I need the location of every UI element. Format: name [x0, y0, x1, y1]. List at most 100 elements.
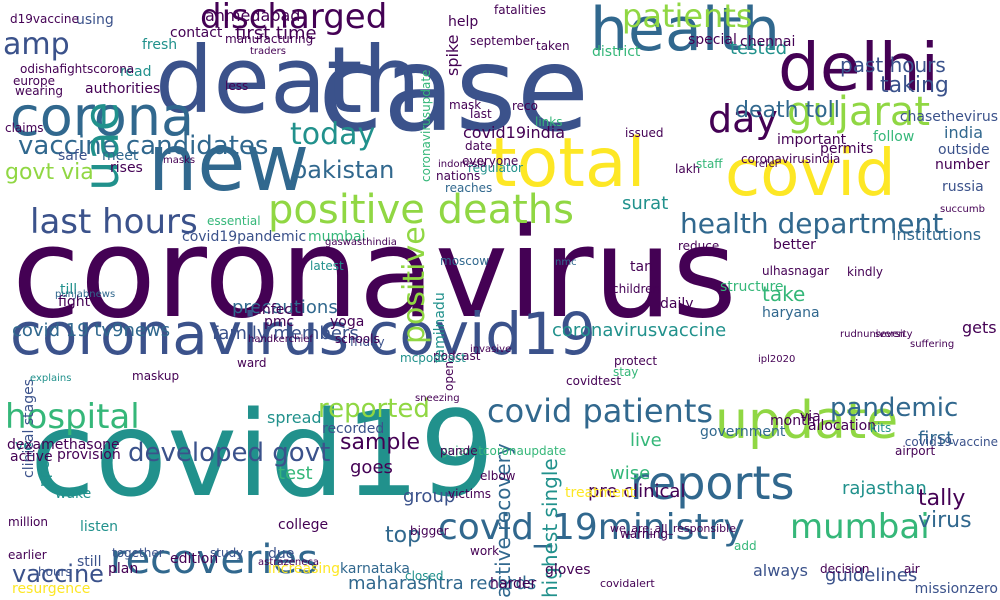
word-141: last: [470, 107, 492, 121]
word-67: government: [700, 424, 786, 440]
word-142: work: [470, 544, 500, 558]
word-203: ipl2020: [758, 354, 796, 365]
word-43: guidelines: [825, 565, 918, 586]
word-105: contact: [170, 25, 223, 41]
word-57: pre clinical: [588, 481, 686, 502]
word-44: tally: [918, 486, 966, 511]
word-51: coronavirusvaccine: [552, 320, 727, 341]
word-14: last hours: [30, 202, 198, 242]
word-180: links: [535, 115, 563, 129]
word-73: permits: [820, 141, 874, 157]
word-172: traders: [250, 46, 286, 57]
word-76: fresh: [142, 37, 178, 53]
word-169: together: [112, 546, 164, 560]
word-71: russia: [942, 179, 984, 195]
word-201: handkerchief: [248, 334, 313, 345]
word-6: covid: [725, 137, 896, 211]
word-15: recoveries: [110, 537, 318, 583]
word-55: active recovery: [491, 443, 515, 598]
word-177: claims: [5, 121, 44, 135]
word-137: important: [777, 132, 847, 148]
word-108: haryana: [762, 305, 820, 321]
word-150: issued: [625, 126, 664, 140]
word-185: reduce: [678, 239, 720, 253]
word-176: europe: [13, 74, 55, 88]
word-190: punjabnews: [55, 289, 116, 300]
word-79: meet: [102, 148, 139, 164]
word-155: we_are_all_responsible: [610, 522, 736, 535]
word-82: pmc: [264, 314, 295, 330]
word-26: health department: [680, 207, 944, 240]
word-192: airport: [895, 444, 936, 458]
word-175: wearing: [15, 84, 64, 98]
word-144: explains: [30, 373, 72, 384]
word-113: nations: [436, 169, 481, 183]
word-158: increasing: [268, 561, 341, 577]
word-129: mumbai: [308, 229, 366, 245]
word-3: death: [155, 27, 421, 134]
word-204: masks: [163, 155, 196, 166]
word-151: pande: [440, 444, 478, 458]
word-188: taken: [536, 39, 570, 53]
word-195: gaswasthindia: [325, 237, 397, 248]
word-118: schools: [335, 332, 380, 346]
word-11: reports: [630, 456, 795, 510]
word-4: new: [148, 119, 310, 209]
word-48: ahmedabad: [205, 6, 301, 25]
word-39: tested: [730, 38, 788, 59]
word-126: kits: [870, 421, 892, 435]
word-193: indonesia: [438, 159, 487, 170]
word-86: due: [268, 546, 295, 562]
word-25: vaccine candidates: [18, 131, 269, 161]
word-100: special: [688, 32, 737, 48]
word-139: moscow: [440, 254, 490, 268]
word-20: gujarat: [787, 89, 931, 135]
word-19: mumbai: [790, 507, 930, 547]
word-75: outside: [938, 142, 990, 158]
word-103: help: [448, 14, 479, 30]
word-31: amp: [3, 27, 70, 62]
word-17: hospital: [5, 397, 140, 437]
word-63: take: [762, 282, 806, 306]
word-191: suffering: [910, 339, 955, 350]
word-104: using: [76, 12, 114, 28]
word-0: coronavirus: [12, 202, 737, 346]
word-174: d19vaccine: [10, 12, 79, 26]
word-117: friday: [350, 335, 385, 349]
word-24: today: [290, 117, 376, 152]
word-110: tan: [630, 259, 653, 275]
word-34: pakistan: [292, 156, 395, 184]
word-99: allocation: [808, 418, 877, 434]
word-143: closed: [405, 569, 444, 583]
word-140: date: [465, 139, 493, 153]
word-125: protect: [614, 354, 658, 368]
word-146: ward: [237, 356, 267, 370]
word-90: wake: [55, 486, 92, 502]
word-66: always: [753, 561, 808, 580]
word-202: refer: [755, 159, 779, 170]
word-49: covid19india: [463, 123, 566, 142]
word-130: spike: [443, 34, 462, 76]
word-115: lakh: [675, 162, 701, 176]
word-16: covid_19ministry: [438, 507, 745, 548]
word-114: reaches: [445, 181, 493, 195]
word-83: infect: [258, 302, 298, 318]
word-98: treatment: [565, 485, 636, 501]
word-199: victims: [448, 487, 492, 501]
word-84: recorded: [322, 421, 385, 437]
word-85: college: [278, 517, 329, 533]
word-157: plan: [108, 561, 139, 577]
word-10: update: [715, 391, 899, 451]
word-22: patients: [622, 0, 753, 35]
word-198: warning: [620, 527, 669, 541]
word-41: top: [385, 523, 422, 548]
word-97: harder: [490, 576, 537, 592]
word-116: yoga: [330, 314, 365, 330]
word-181: reco: [512, 99, 538, 113]
word-60: test: [278, 463, 313, 484]
word-189: decision: [820, 562, 870, 576]
word-165: active: [10, 449, 53, 465]
word-123: children: [612, 282, 661, 296]
word-183: fatalities: [494, 3, 546, 17]
